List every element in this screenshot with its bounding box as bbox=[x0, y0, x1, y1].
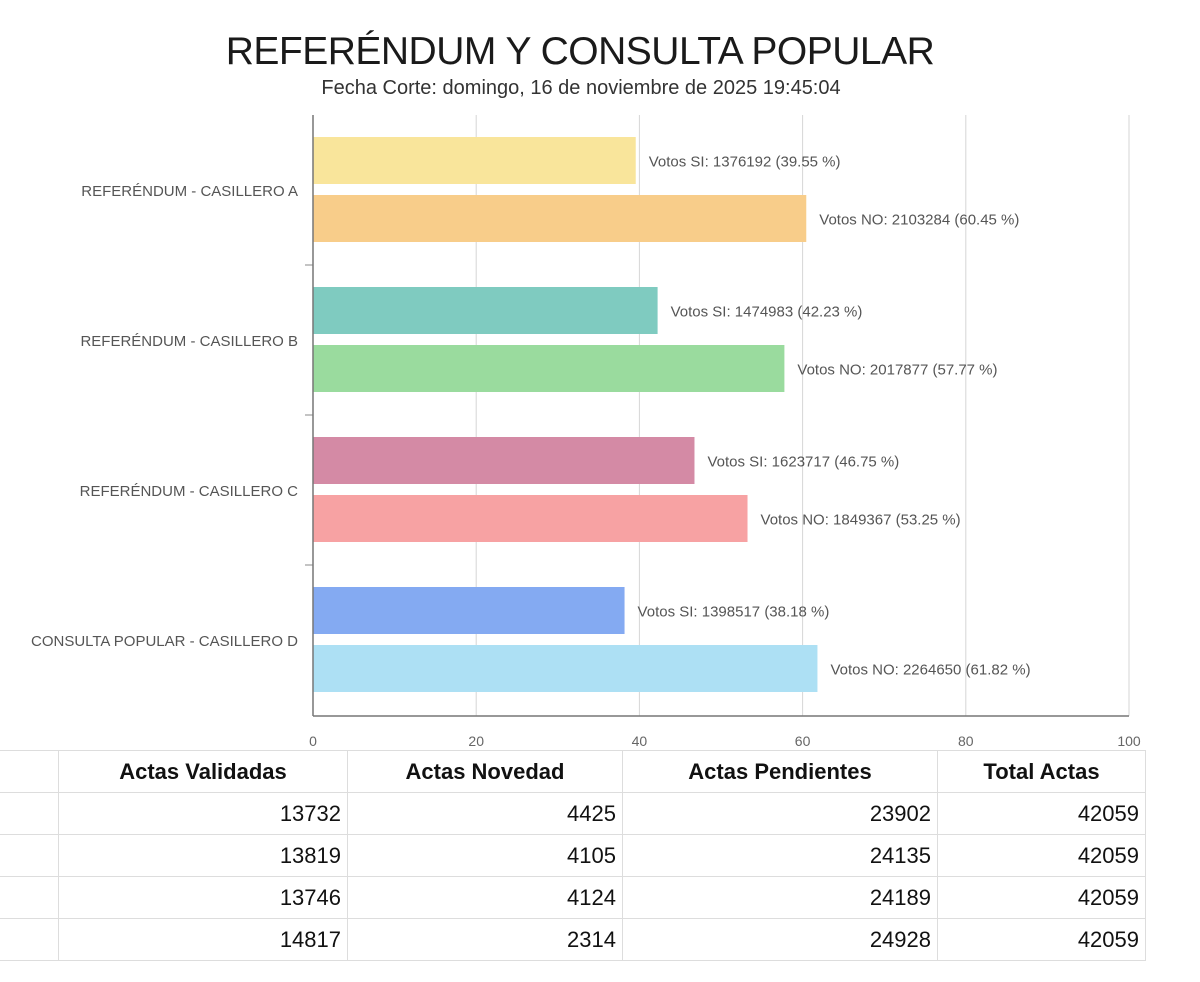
table-cell: 4105 bbox=[347, 834, 623, 877]
x-tick-label: 60 bbox=[795, 733, 811, 749]
table-row: 14817 2314 24928 42059 bbox=[0, 918, 1146, 961]
table-cell bbox=[0, 918, 59, 961]
x-tick-label: 40 bbox=[632, 733, 648, 749]
table-cell bbox=[0, 792, 59, 835]
data-label: Votos SI: 1398517 (38.18 %) bbox=[638, 604, 830, 621]
table-header-cell: Actas Novedad bbox=[347, 750, 623, 793]
bar bbox=[313, 495, 748, 542]
table-cell: 24189 bbox=[622, 876, 938, 919]
table-header-cell: Actas Validadas bbox=[58, 750, 348, 793]
chart-subtitle: Fecha Corte: domingo, 16 de noviembre de… bbox=[321, 77, 841, 99]
table-cell: 13746 bbox=[58, 876, 348, 919]
x-tick-label: 80 bbox=[958, 733, 974, 749]
data-label: Votos NO: 2017877 (57.77 %) bbox=[797, 362, 997, 379]
bar bbox=[313, 287, 658, 334]
table-cell: 4425 bbox=[347, 792, 623, 835]
table-cell: 42059 bbox=[937, 792, 1146, 835]
table-cell: 2314 bbox=[347, 918, 623, 961]
table-cell: 14817 bbox=[58, 918, 348, 961]
bar bbox=[313, 195, 807, 242]
table-cell: 24928 bbox=[622, 918, 938, 961]
table-header-cell: Total Actas bbox=[937, 750, 1146, 793]
table-row: 13746 4124 24189 42059 bbox=[0, 876, 1146, 919]
table-cell: 13732 bbox=[58, 792, 348, 835]
table-cell: 13819 bbox=[58, 834, 348, 877]
data-label: Votos NO: 2264650 (61.82 %) bbox=[830, 662, 1030, 679]
table-row: 13819 4105 24135 42059 bbox=[0, 834, 1146, 877]
data-label: Votos SI: 1623717 (46.75 %) bbox=[707, 454, 899, 471]
bar bbox=[313, 345, 785, 392]
category-label: REFERÉNDUM - CASILLERO A bbox=[81, 183, 298, 200]
table-cell: 23902 bbox=[622, 792, 938, 835]
x-tick-label: 0 bbox=[309, 733, 317, 749]
table-cell: 42059 bbox=[937, 918, 1146, 961]
data-label: Votos NO: 2103284 (60.45 %) bbox=[819, 212, 1019, 229]
table-header-cell bbox=[0, 750, 59, 793]
data-label: Votos SI: 1474983 (42.23 %) bbox=[671, 304, 863, 321]
bar bbox=[313, 137, 636, 184]
category-label: REFERÉNDUM - CASILLERO C bbox=[80, 483, 299, 500]
category-label: REFERÉNDUM - CASILLERO B bbox=[80, 333, 298, 350]
data-label: Votos NO: 1849367 (53.25 %) bbox=[761, 512, 961, 529]
bar bbox=[313, 645, 818, 692]
table-cell bbox=[0, 834, 59, 877]
table-header-cell: Actas Pendientes bbox=[622, 750, 938, 793]
actas-table: Actas Validadas Actas Novedad Actas Pend… bbox=[0, 750, 1146, 961]
bar-chart: Votos SI: 1376192 (39.55 %) Votos NO: 210… bbox=[31, 115, 1141, 749]
table-cell bbox=[0, 876, 59, 919]
table-cell: 42059 bbox=[937, 834, 1146, 877]
data-label: Votos SI: 1376192 (39.55 %) bbox=[649, 154, 841, 171]
table-cell: 4124 bbox=[347, 876, 623, 919]
table-header-row: Actas Validadas Actas Novedad Actas Pend… bbox=[0, 750, 1146, 793]
bar bbox=[313, 437, 695, 484]
table-cell: 42059 bbox=[937, 876, 1146, 919]
table-cell: 24135 bbox=[622, 834, 938, 877]
x-tick-label: 20 bbox=[468, 733, 484, 749]
category-label: CONSULTA POPULAR - CASILLERO D bbox=[31, 633, 298, 650]
chart-title: REFERÉNDUM Y CONSULTA POPULAR bbox=[225, 30, 935, 73]
table-row: 13732 4425 23902 42059 bbox=[0, 792, 1146, 835]
x-tick-label: 100 bbox=[1117, 733, 1141, 749]
bar bbox=[313, 587, 625, 634]
